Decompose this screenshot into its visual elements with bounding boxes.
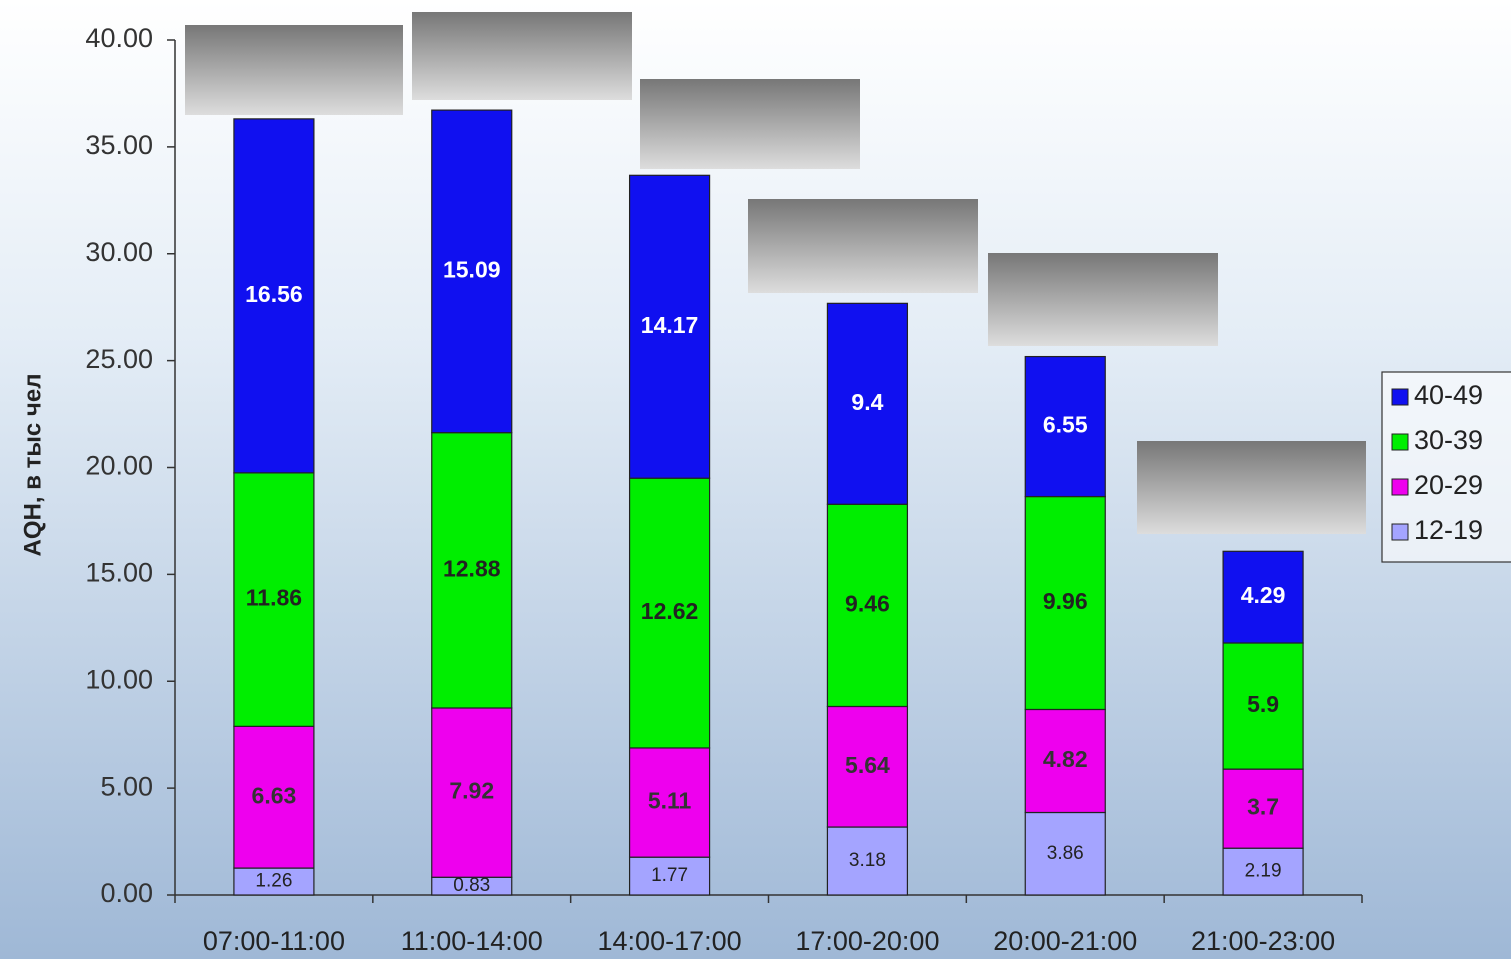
data-label: 5.64	[845, 752, 890, 778]
x-tick-label: 14:00-17:00	[598, 926, 742, 956]
y-tick-label: 5.00	[100, 771, 153, 801]
data-label: 3.86	[1047, 843, 1084, 864]
data-label: 9.4	[851, 389, 883, 415]
data-label: 3.18	[849, 850, 886, 871]
legend-label: 12-19	[1414, 515, 1483, 545]
y-tick-label: 40.00	[85, 23, 153, 53]
legend-label: 20-29	[1414, 470, 1483, 500]
y-tick-label: 20.00	[85, 451, 153, 481]
data-label: 4.82	[1043, 746, 1088, 772]
data-label: 1.77	[651, 865, 688, 886]
y-tick-label: 30.00	[85, 237, 153, 267]
data-label: 12.88	[443, 555, 501, 581]
x-tick-label: 20:00-21:00	[993, 926, 1137, 956]
data-label: 5.11	[648, 788, 692, 814]
legend-swatch	[1392, 479, 1408, 495]
data-label: 4.29	[1241, 582, 1286, 608]
data-label: 2.19	[1245, 861, 1282, 882]
photo	[1137, 441, 1366, 534]
data-label: 15.09	[443, 256, 501, 282]
data-label: 3.7	[1247, 794, 1279, 820]
legend-swatch	[1392, 434, 1408, 450]
legend-label: 40-49	[1414, 380, 1483, 410]
data-label: 11.86	[246, 585, 302, 611]
photo	[640, 79, 860, 169]
data-label: 12.62	[641, 598, 699, 624]
x-tick-label: 21:00-23:00	[1191, 926, 1335, 956]
y-axis-label: AQH, в тыс чел	[19, 374, 46, 557]
y-tick-label: 10.00	[85, 664, 153, 694]
photo	[185, 25, 403, 115]
photo	[412, 12, 632, 100]
photo	[748, 199, 978, 293]
x-tick-label: 07:00-11:00	[203, 926, 345, 956]
y-tick-label: 0.00	[100, 878, 153, 908]
photo	[988, 253, 1218, 346]
chart: AQH, в тыс чел 0.00 5.00 10.00 15.00 20.00 25…	[0, 0, 1511, 959]
legend-swatch	[1392, 389, 1408, 405]
data-label: 1.26	[255, 871, 292, 892]
legend-label: 30-39	[1414, 425, 1483, 455]
data-label: 9.96	[1043, 588, 1088, 614]
data-label: 6.63	[252, 782, 297, 808]
data-label: 7.92	[449, 778, 494, 804]
y-tick-label: 35.00	[85, 130, 153, 160]
y-tick-label: 15.00	[85, 558, 153, 588]
data-label: 9.46	[845, 590, 890, 616]
data-label: 16.56	[245, 281, 303, 307]
data-label: 14.17	[641, 312, 699, 338]
x-tick-label: 11:00-14:00	[401, 926, 543, 956]
data-label: 0.83	[453, 875, 490, 896]
data-label: 6.55	[1043, 412, 1088, 438]
y-tick-label: 25.00	[85, 344, 153, 374]
legend-swatch	[1392, 524, 1408, 540]
data-label: 5.9	[1247, 691, 1279, 717]
x-tick-label: 17:00-20:00	[795, 926, 939, 956]
